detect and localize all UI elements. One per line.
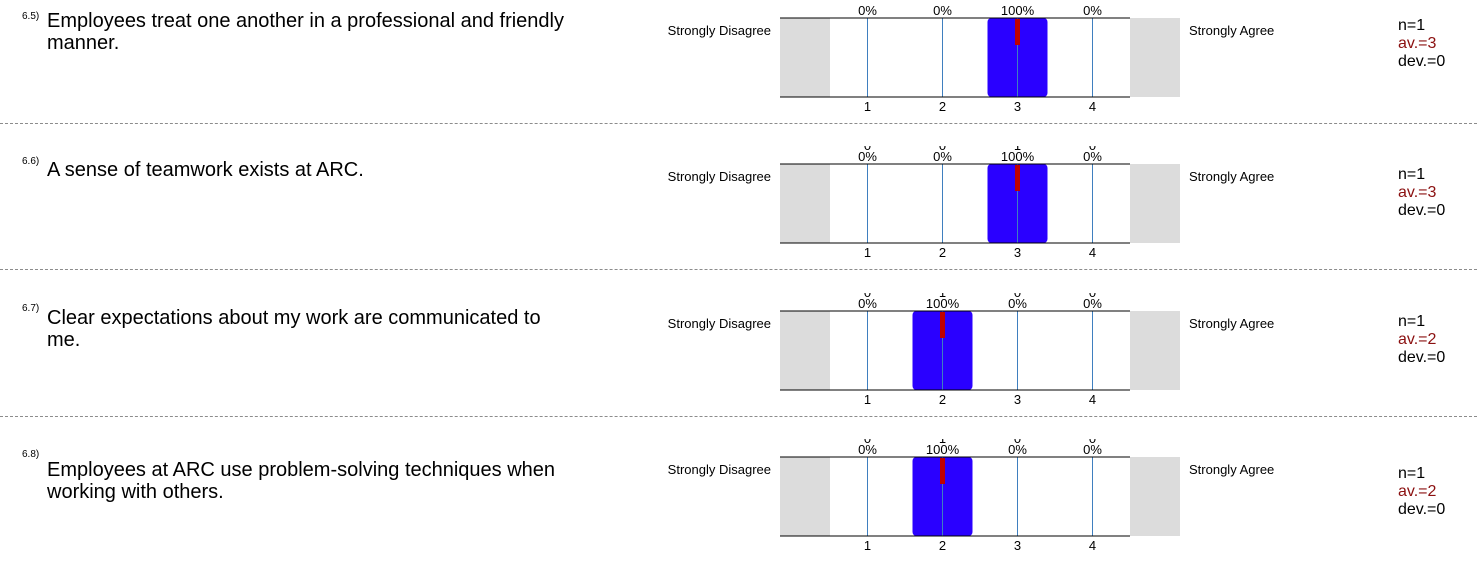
- mean-marker: [1015, 19, 1020, 45]
- left-side-box: [780, 164, 830, 243]
- percent-label-4: 0%: [1083, 149, 1102, 164]
- item-divider: [0, 123, 1477, 124]
- percent-label-2: 0%: [933, 3, 952, 18]
- stat-av: av.=3: [1398, 35, 1437, 52]
- survey-item: 6.5) Employees treat one another in a pro…: [0, 0, 1477, 146]
- left-side-box: [780, 311, 830, 390]
- percent-label-1: 0%: [858, 3, 877, 18]
- percent-label-1: 0%: [858, 149, 877, 164]
- count-label-2: 0: [939, 146, 946, 153]
- tick-label-4: 4: [1089, 392, 1096, 407]
- tick-label-3: 3: [1014, 245, 1021, 260]
- percent-label-1: 0%: [858, 442, 877, 457]
- tick-label-1: 1: [864, 538, 871, 553]
- question-text: Employees at ARC use problem-solving tec…: [47, 459, 556, 503]
- percent-label-3: 100%: [1001, 149, 1035, 164]
- left-scale-label: Strongly Disagree: [668, 316, 771, 331]
- tick-label-3: 3: [1014, 538, 1021, 553]
- stat-dev: dev.=0: [1398, 53, 1446, 70]
- question-number: 6.5): [22, 11, 40, 22]
- right-scale-label: Strongly Agree: [1189, 316, 1275, 331]
- mean-marker: [940, 312, 945, 338]
- stat-av: av.=2: [1398, 483, 1437, 500]
- left-side-box: [780, 18, 830, 97]
- stat-dev: dev.=0: [1398, 501, 1446, 518]
- stat-dev: dev.=0: [1398, 349, 1446, 366]
- question-number: 6.7): [22, 303, 40, 314]
- count-label-2: 1: [939, 439, 946, 446]
- left-scale-label: Strongly Disagree: [668, 23, 771, 38]
- percent-label-3: 0%: [1008, 296, 1027, 311]
- mean-marker: [940, 458, 945, 484]
- right-scale-label: Strongly Agree: [1189, 23, 1275, 38]
- stat-n: n=1: [1398, 17, 1426, 34]
- tick-label-3: 3: [1014, 392, 1021, 407]
- count-label-1: 0: [864, 146, 871, 153]
- count-label-2: 1: [939, 293, 946, 300]
- stat-av: av.=3: [1398, 184, 1437, 201]
- tick-label-1: 1: [864, 392, 871, 407]
- percent-label-2: 100%: [926, 296, 960, 311]
- stat-n: n=1: [1398, 313, 1426, 330]
- tick-label-4: 4: [1089, 538, 1096, 553]
- stat-n: n=1: [1398, 166, 1426, 183]
- left-scale-label: Strongly Disagree: [668, 462, 771, 477]
- count-label-3: 1: [1014, 146, 1021, 153]
- percent-label-4: 0%: [1083, 296, 1102, 311]
- item-divider: [0, 416, 1477, 417]
- percent-label-2: 0%: [933, 149, 952, 164]
- right-grey-box: [1130, 457, 1180, 536]
- right-grey-box: [1130, 18, 1180, 97]
- stat-av: av.=2: [1398, 331, 1437, 348]
- question-number: 6.8): [22, 449, 40, 460]
- tick-label-1: 1: [864, 99, 871, 114]
- count-label-4: 0: [1089, 293, 1096, 300]
- count-label-4: 0: [1089, 439, 1096, 446]
- tick-label-2: 2: [939, 538, 946, 553]
- question-text: Employees treat one another in a profess…: [47, 10, 564, 54]
- question-number: 6.6): [22, 156, 40, 167]
- survey-item: 6.8) Employees at ARC use problem-solving…: [0, 439, 1477, 585]
- tick-label-4: 4: [1089, 99, 1096, 114]
- survey-item: 6.7) Clear expectations about my work are…: [0, 293, 1477, 439]
- tick-label-4: 4: [1089, 245, 1096, 260]
- percent-label-1: 0%: [858, 296, 877, 311]
- stat-dev: dev.=0: [1398, 202, 1446, 219]
- percent-label-2: 100%: [926, 442, 960, 457]
- count-label-1: 0: [864, 293, 871, 300]
- item-divider: [0, 269, 1477, 270]
- tick-label-2: 2: [939, 392, 946, 407]
- count-label-1: 0: [864, 439, 871, 446]
- survey-item: 6.6) A sense of teamwork exists at ARC. St…: [0, 146, 1477, 292]
- count-label-4: 0: [1089, 146, 1096, 153]
- left-side-box: [780, 457, 830, 536]
- right-scale-label: Strongly Agree: [1189, 169, 1275, 184]
- percent-label-3: 0%: [1008, 442, 1027, 457]
- stat-n: n=1: [1398, 465, 1426, 482]
- count-label-3: 0: [1014, 293, 1021, 300]
- tick-label-2: 2: [939, 245, 946, 260]
- rating-chart: Strongly Disagree 1 0% 2 0% 3 100% 4 0%: [668, 3, 1160, 114]
- right-grey-box: [1130, 164, 1180, 243]
- tick-label-2: 2: [939, 99, 946, 114]
- percent-label-4: 0%: [1083, 442, 1102, 457]
- left-scale-label: Strongly Disagree: [668, 169, 771, 184]
- mean-marker: [1015, 165, 1020, 191]
- right-grey-box: [1130, 311, 1180, 390]
- tick-label-3: 3: [1014, 99, 1021, 114]
- percent-label-3: 100%: [1001, 3, 1035, 18]
- right-scale-label: Strongly Agree: [1189, 462, 1275, 477]
- percent-label-4: 0%: [1083, 3, 1102, 18]
- tick-label-1: 1: [864, 245, 871, 260]
- question-text: A sense of teamwork exists at ARC.: [47, 159, 364, 181]
- question-text: Clear expectations about my work are com…: [47, 307, 541, 351]
- count-label-3: 0: [1014, 439, 1021, 446]
